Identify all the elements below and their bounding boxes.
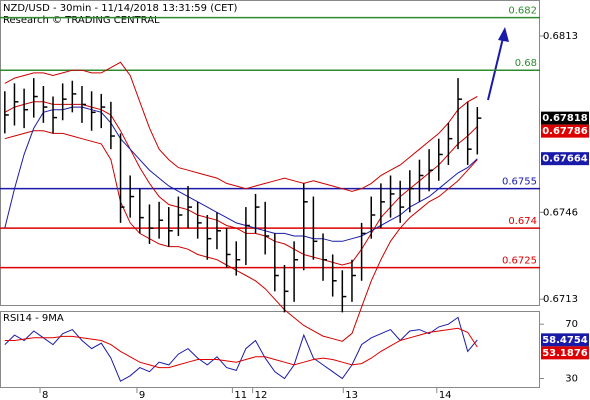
x-tick-label: 14 <box>439 390 452 400</box>
series-line <box>4 130 478 342</box>
x-tick-label: 13 <box>345 390 358 400</box>
last-value-label: 58.4754 <box>542 335 588 346</box>
y-tick-label: 0.6746 <box>543 207 578 218</box>
last-value-label: 53.1876 <box>542 348 588 359</box>
y-tick-label: 0.6713 <box>543 294 578 305</box>
last-value-box <box>541 333 589 347</box>
series-line <box>4 316 478 382</box>
price-panel-frame <box>0 0 540 306</box>
last-value-box <box>541 346 589 360</box>
chart-subtitle: Research © TRADING CENTRAL <box>3 15 160 26</box>
last-value-label: 0.67786 <box>542 126 588 137</box>
y-tick-label: 0.6813 <box>543 31 578 42</box>
level-label: 0.6755 <box>502 177 537 188</box>
chart-title: NZD/USD - 30min - 11/14/2018 13:31:59 (C… <box>3 3 237 14</box>
y-tick-label: 70 <box>565 319 578 330</box>
series-line <box>4 106 478 242</box>
last-value-box <box>541 111 589 125</box>
level-label: 0.682 <box>508 6 537 17</box>
x-tick-label: 12 <box>255 390 268 400</box>
level-label: 0.674 <box>508 216 537 227</box>
series-line <box>4 327 478 369</box>
last-value-box <box>541 152 589 166</box>
series-line <box>4 101 478 266</box>
x-tick-label: 8 <box>42 390 48 400</box>
level-label: 0.6725 <box>502 256 537 267</box>
level-label: 0.68 <box>515 58 537 69</box>
last-value-label: 0.67664 <box>542 154 588 165</box>
y-tick-label: 30 <box>565 374 578 385</box>
series-line <box>4 61 478 192</box>
x-tick-label: 11 <box>234 390 247 400</box>
last-value-box <box>541 124 589 138</box>
rsi-title: RSI14 - 9MA <box>3 313 64 324</box>
x-tick-label: 9 <box>139 390 145 400</box>
last-value-label: 0.67818 <box>542 113 588 124</box>
forecast-arrow <box>487 27 509 101</box>
rsi-panel-frame <box>0 311 540 388</box>
